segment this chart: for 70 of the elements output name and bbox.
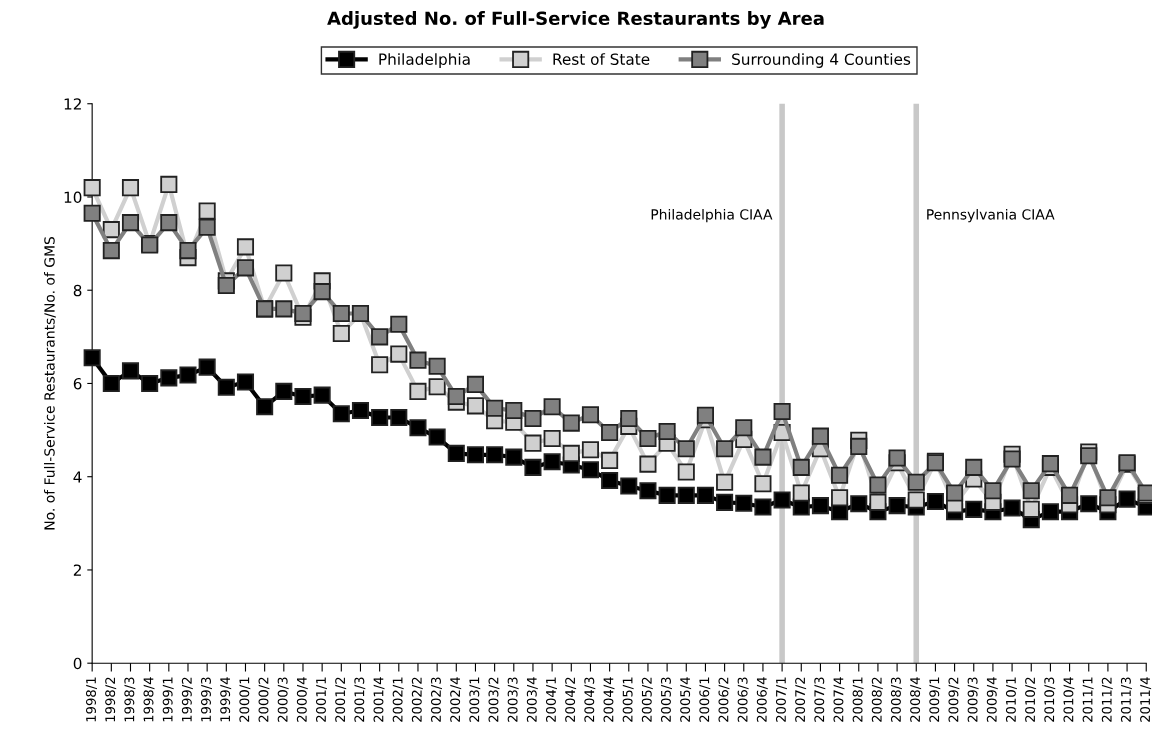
legend-label: Surrounding 4 Counties: [732, 53, 911, 68]
x-tick-label: 2002/2: [411, 677, 423, 722]
x-tick-label: 2001/3: [354, 677, 366, 722]
x-tick-label: 2001/2: [335, 677, 347, 722]
chart-title: Adjusted No. of Full-Service Restaurants by Area: [327, 11, 824, 29]
x-tick-label: 2000/2: [258, 677, 270, 722]
ref-line-label: Pennsylvania CIAA: [927, 208, 1055, 223]
x-tick-label: 1998/2: [105, 677, 117, 722]
x-tick-label: 2005/2: [641, 677, 653, 722]
y-tick-label: 8: [73, 284, 82, 297]
x-tick-label: 2004/2: [565, 677, 577, 722]
x-tick-label: 1999/3: [201, 677, 213, 722]
x-tick-label: 2010/4: [1063, 677, 1075, 722]
y-tick-label: 10: [64, 191, 82, 203]
x-tick-label: 2001/1: [315, 677, 328, 722]
y-tick-label: 2: [73, 564, 81, 576]
x-tick-label: 2004/3: [584, 677, 596, 722]
x-tick-label: 1999/1: [162, 677, 174, 722]
x-tick-label: 2003/2: [488, 677, 500, 722]
y-tick-label: 12: [64, 98, 81, 110]
x-tick-label: 2011/2: [1101, 677, 1113, 722]
x-tick-label: 2011/1: [1082, 677, 1094, 722]
x-tick-label: 2010/1: [1005, 677, 1017, 722]
x-tick-label: 2011/4: [1140, 677, 1152, 722]
y-tick-label: 6: [73, 377, 82, 390]
x-tick-label: 2006/1: [699, 677, 711, 722]
x-tick-label: 2008/2: [871, 677, 883, 722]
x-tick-label: 2010/2: [1025, 677, 1037, 722]
y-axis-title: No. of Full-Service Restaurants/No. of GMS: [44, 236, 56, 530]
x-tick-label: 2005/4: [680, 677, 692, 722]
x-tick-label: 2007/3: [814, 677, 826, 722]
x-tick-label: 1998/4: [143, 677, 155, 722]
x-tick-label: 2002/4: [450, 677, 462, 722]
x-tick-label: 2009/2: [948, 677, 960, 722]
x-tick-label: 2007/1: [775, 677, 787, 722]
x-tick-label: 2004/1: [545, 677, 557, 722]
x-tick-label: 2008/1: [852, 677, 864, 722]
x-tick-label: 2009/1: [929, 677, 941, 722]
x-tick-label: 2009/4: [986, 677, 998, 722]
x-tick-label: 2003/1: [469, 677, 481, 722]
x-tick-label: 2006/3: [737, 677, 749, 722]
x-tick-label: 2005/1: [622, 677, 634, 722]
x-tick-label: 1999/4: [220, 677, 232, 722]
x-tick-label: 2000/4: [296, 677, 308, 722]
x-tick-label: 2004/4: [603, 677, 615, 722]
x-tick-label: 2000/1: [239, 677, 251, 722]
x-tick-label: 2005/3: [660, 677, 672, 722]
x-tick-label: 1998/1: [86, 677, 98, 722]
x-tick-label: 2006/4: [756, 677, 768, 722]
x-tick-label: 2007/4: [833, 677, 845, 722]
y-tick-label: 0: [73, 657, 82, 670]
x-tick-label: 2007/2: [795, 677, 807, 722]
x-tick-label: 2010/3: [1044, 677, 1056, 722]
y-tick-label: 4: [73, 471, 82, 483]
x-tick-label: 2003/3: [507, 677, 519, 722]
legend-label: Philadelphia: [379, 53, 470, 68]
x-tick-label: 2001/4: [373, 677, 385, 722]
x-tick-label: 2008/4: [910, 677, 922, 722]
x-tick-label: 1998/3: [124, 677, 136, 722]
x-tick-label: 2006/2: [718, 677, 730, 722]
x-tick-label: 2000/3: [277, 677, 289, 722]
x-tick-label: 2003/4: [526, 677, 538, 722]
x-tick-label: 2009/3: [967, 677, 979, 722]
ref-line-label: Philadelphia CIAA: [651, 208, 773, 223]
legend-label: Rest of State: [553, 53, 650, 65]
x-tick-label: 1999/2: [181, 677, 193, 722]
x-tick-label: 2008/3: [890, 677, 902, 722]
x-tick-label: 2002/1: [392, 677, 404, 722]
x-tick-label: 2011/3: [1120, 677, 1132, 722]
x-tick-label: 2002/3: [430, 677, 442, 722]
